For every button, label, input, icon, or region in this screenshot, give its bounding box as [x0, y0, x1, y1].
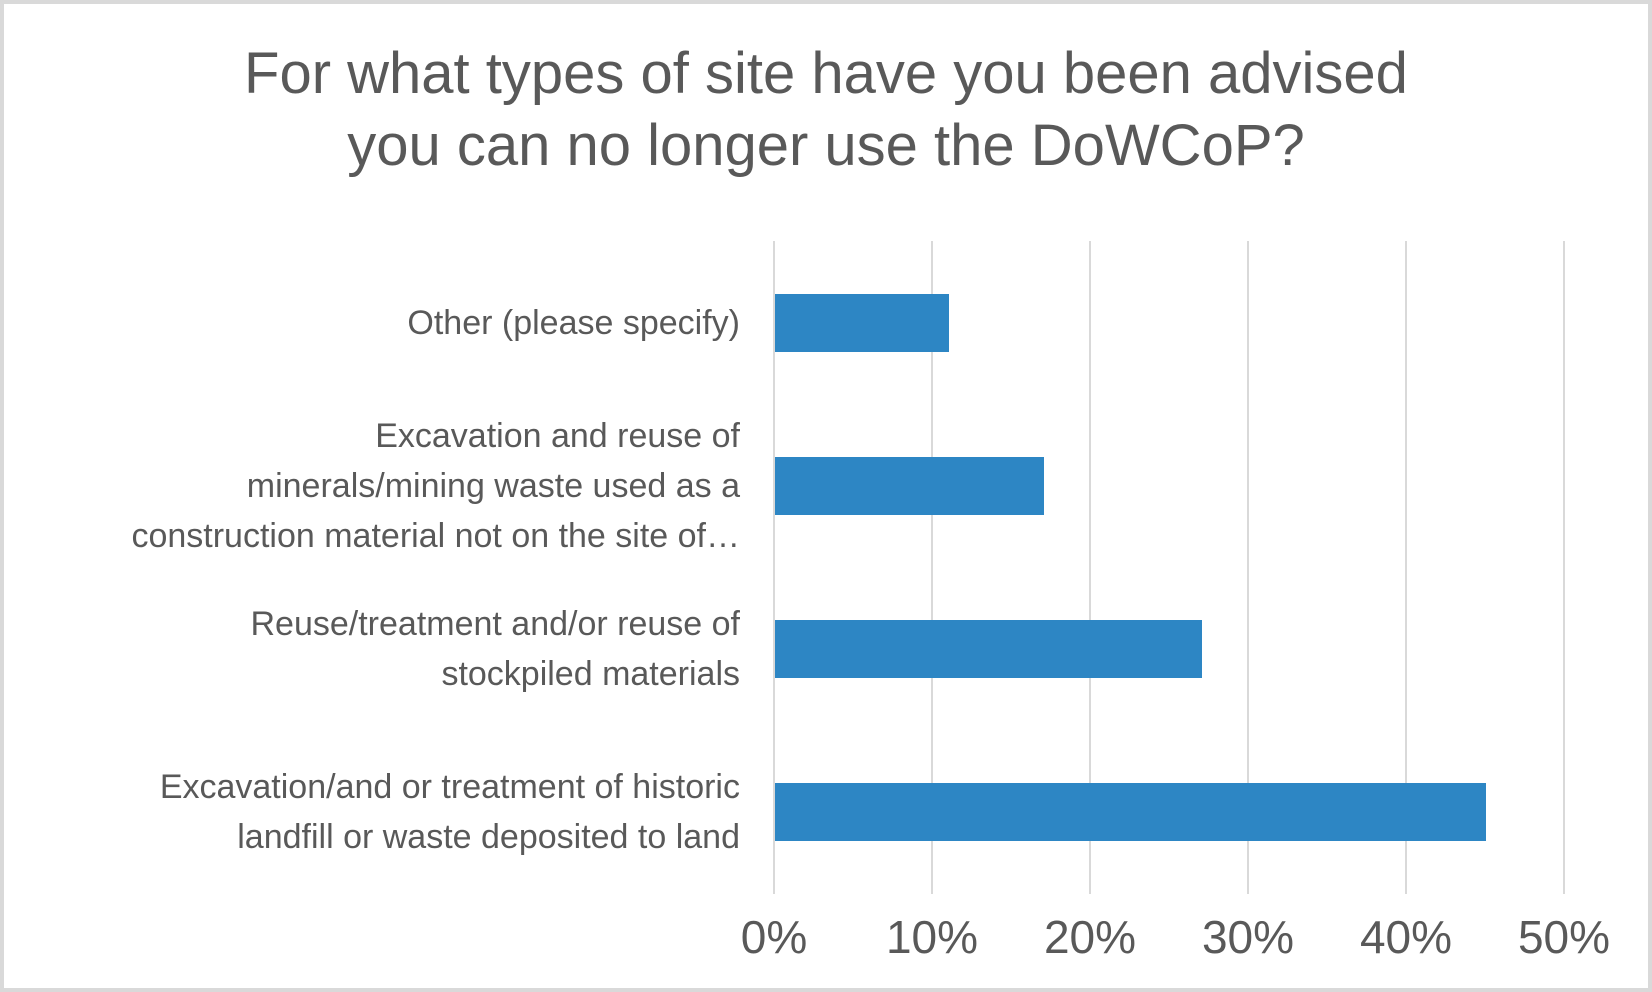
x-tick-label: 40% [1359, 911, 1453, 963]
category-label-line: minerals/mining waste used as a [246, 466, 740, 505]
category-label-line: Reuse/treatment and/or reuse of [250, 605, 741, 644]
bar-row [774, 568, 1564, 731]
bar-4 [775, 783, 1486, 842]
bar-row [774, 731, 1564, 894]
gridline [1563, 241, 1565, 894]
x-tick-label: 10% [885, 911, 979, 963]
gridline [773, 241, 775, 894]
bar-row [774, 241, 1564, 404]
category-label-line: construction material not on the site of… [131, 516, 740, 555]
chart-title-line: For what types of site have you been adv… [244, 41, 1408, 106]
chart-title-line: you can no longer use the DoWCoP? [347, 113, 1305, 178]
category-label-line: Other (please specify) [407, 303, 740, 342]
plot-area [773, 241, 1565, 894]
category-label-line: landfill or waste deposited to land [237, 818, 740, 857]
x-tick-label: 30% [1201, 911, 1295, 963]
bar-1 [775, 293, 949, 352]
bar-3 [775, 620, 1202, 679]
bar-row [774, 404, 1564, 567]
category-label-line: Excavation and reuse of [375, 416, 740, 455]
category-label-line: stockpiled materials [441, 655, 740, 694]
chart-title: For what types of site have you been adv… [4, 38, 1648, 182]
category-label: Reuse/treatment and/or reuse of stockpile… [10, 599, 741, 699]
x-tick-label: 0% [740, 911, 808, 963]
x-tick-label: 50% [1517, 911, 1611, 963]
category-label: Other (please specify) [10, 298, 740, 348]
gridline [1089, 241, 1091, 894]
x-tick-label: 20% [1043, 911, 1137, 963]
category-label: Excavation/and or treatment of historic l… [10, 762, 740, 862]
category-label-line: Excavation/and or treatment of historic [159, 768, 740, 807]
category-label: Excavation and reuse of minerals/mining w… [10, 411, 740, 561]
gridline [931, 241, 933, 894]
gridline [1405, 241, 1407, 894]
gridline [1247, 241, 1249, 894]
bar-2 [775, 456, 1044, 515]
